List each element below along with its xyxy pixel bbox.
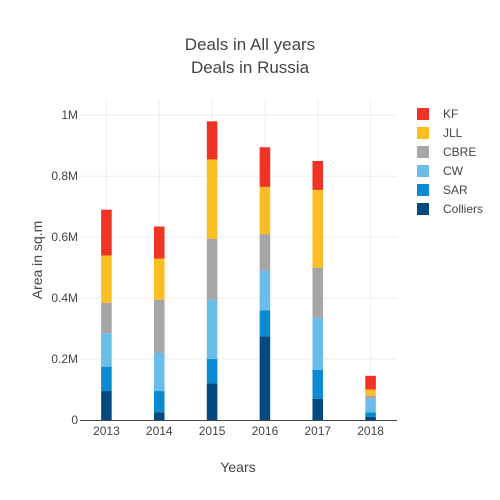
y-tick-label: 0.4M xyxy=(51,291,78,305)
legend: KF JLL CBRE CW SAR Colliers xyxy=(417,107,483,216)
bar-cbre-2016[interactable] xyxy=(259,234,271,271)
bar-kf-2013[interactable] xyxy=(101,209,112,256)
bar-kf-2016[interactable] xyxy=(259,147,271,187)
bar-cw-2015[interactable] xyxy=(206,299,218,360)
x-tick-label: 2013 xyxy=(93,424,120,438)
legend-swatch-colliers[interactable] xyxy=(417,203,429,215)
x-tick-label: 2017 xyxy=(304,424,331,438)
x-tick-label: 2016 xyxy=(252,424,279,438)
legend-label-colliers[interactable]: Colliers xyxy=(443,202,483,216)
bar-jll-2014[interactable] xyxy=(153,258,165,300)
bar-kf-2014[interactable] xyxy=(153,226,165,259)
y-axis-title: Area in sq.m xyxy=(29,221,45,300)
bar-cw-2013[interactable] xyxy=(101,333,112,367)
grid-lines xyxy=(80,100,397,420)
x-tick-label: 2018 xyxy=(357,424,384,438)
bar-cbre-2017[interactable] xyxy=(312,267,324,318)
bar-cbre-2015[interactable] xyxy=(206,238,218,300)
bar-kf-2018[interactable] xyxy=(365,375,376,390)
legend-swatch-sar[interactable] xyxy=(417,184,429,196)
bar-colliers-2014[interactable] xyxy=(153,412,165,420)
bar-colliers-2018[interactable] xyxy=(365,416,376,420)
bar-colliers-2017[interactable] xyxy=(312,398,324,420)
y-tick-label: 0 xyxy=(71,413,78,427)
y-tick-label: 0.2M xyxy=(51,352,78,366)
x-tick-label: 2015 xyxy=(199,424,226,438)
bar-cbre-2014[interactable] xyxy=(153,299,165,353)
bars xyxy=(101,121,376,420)
bar-sar-2016[interactable] xyxy=(259,310,271,337)
legend-label-cw[interactable]: CW xyxy=(443,164,464,178)
bar-sar-2013[interactable] xyxy=(101,366,112,392)
legend-label-cbre[interactable]: CBRE xyxy=(443,145,476,159)
y-tick-label: 0.8M xyxy=(51,169,78,183)
x-tick-label: 2014 xyxy=(146,424,173,438)
bar-jll-2013[interactable] xyxy=(101,255,112,303)
bar-jll-2017[interactable] xyxy=(312,189,324,268)
y-tick-label: 1M xyxy=(61,108,78,122)
bar-cbre-2013[interactable] xyxy=(101,302,112,334)
legend-label-jll[interactable]: JLL xyxy=(443,126,463,140)
chart-subtitle: Deals in Russia xyxy=(191,58,310,77)
x-tick-labels: 2013 2014 2015 2016 2017 2018 xyxy=(93,424,384,438)
legend-label-kf[interactable]: KF xyxy=(443,107,458,121)
bar-cw-2017[interactable] xyxy=(312,317,324,370)
bar-jll-2018[interactable] xyxy=(365,389,376,396)
y-tick-label: 0.6M xyxy=(51,230,78,244)
legend-swatch-jll[interactable] xyxy=(417,127,429,139)
legend-swatch-kf[interactable] xyxy=(417,108,429,120)
legend-label-sar[interactable]: SAR xyxy=(443,183,468,197)
bar-colliers-2015[interactable] xyxy=(206,383,218,420)
chart-title: Deals in All years xyxy=(185,35,315,54)
bar-kf-2017[interactable] xyxy=(312,160,324,190)
x-axis-title: Years xyxy=(220,459,255,475)
bar-sar-2017[interactable] xyxy=(312,369,324,399)
bar-kf-2015[interactable] xyxy=(206,121,218,160)
bar-colliers-2013[interactable] xyxy=(101,391,112,420)
bar-cbre-2018[interactable] xyxy=(365,395,376,399)
legend-swatch-cbre[interactable] xyxy=(417,146,429,158)
bar-sar-2014[interactable] xyxy=(153,391,165,413)
bar-cw-2018[interactable] xyxy=(365,398,376,413)
bar-jll-2016[interactable] xyxy=(259,186,271,235)
bar-sar-2015[interactable] xyxy=(206,359,218,384)
legend-swatch-cw[interactable] xyxy=(417,165,429,177)
bar-sar-2018[interactable] xyxy=(365,412,376,417)
bar-colliers-2016[interactable] xyxy=(259,336,271,420)
bar-jll-2015[interactable] xyxy=(206,159,218,239)
bar-cw-2014[interactable] xyxy=(153,352,165,392)
bar-cw-2016[interactable] xyxy=(259,270,271,311)
y-tick-labels: 0 0.2M 0.4M 0.6M 0.8M 1M xyxy=(51,108,78,427)
